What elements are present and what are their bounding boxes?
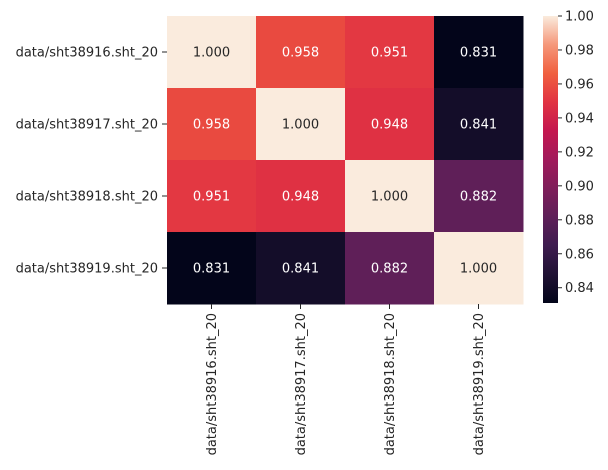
colorbar-tick-label: 0.92 — [565, 145, 594, 160]
colorbar-tick-label: 0.86 — [565, 247, 594, 262]
y-axis: data/sht38916.sht_20 data/sht38917.sht_20… — [16, 46, 167, 277]
heatmap-cell — [256, 88, 346, 161]
heatmap-cell — [434, 232, 524, 305]
colorbar-tick-label: 0.96 — [565, 77, 594, 92]
heatmap-cell — [256, 160, 346, 233]
colorbar-tick-label: 0.84 — [565, 281, 594, 296]
cell-value-label: 1.000 — [371, 190, 408, 205]
heatmap-cell — [167, 88, 257, 161]
cell-value-label: 0.841 — [460, 118, 497, 133]
heatmap-cell — [434, 160, 524, 233]
colorbar-tick-label: 0.98 — [565, 43, 594, 58]
cell-value-label: 1.000 — [282, 118, 319, 133]
cell-value-label: 0.882 — [460, 190, 497, 205]
x-tick-label: data/sht38916.sht_20 — [205, 313, 220, 455]
colorbar-gradient — [543, 16, 558, 303]
cell-value-label: 0.951 — [193, 190, 230, 205]
colorbar-tick-label: 1.00 — [565, 10, 594, 25]
colorbar-tick-label: 0.90 — [565, 179, 594, 194]
heatmap-cell — [434, 88, 524, 161]
heatmap-cell — [256, 16, 346, 89]
x-tick-label: data/sht38917.sht_20 — [294, 313, 309, 455]
cell-value-label: 1.000 — [460, 262, 497, 277]
y-tick-label: data/sht38918.sht_20 — [16, 190, 158, 205]
cell-value-label: 0.958 — [282, 46, 319, 61]
heatmap-cell — [434, 16, 524, 89]
cell-annotations: 1.000 0.958 0.951 0.831 0.958 1.000 0.948 0.841… — [193, 46, 497, 277]
colorbar-tick-label: 0.94 — [565, 111, 594, 126]
colorbar-tick-label: 0.88 — [565, 213, 594, 228]
y-tick-label: data/sht38917.sht_20 — [16, 118, 158, 133]
cell-value-label: 0.948 — [282, 190, 319, 205]
cell-value-label: 1.000 — [193, 46, 230, 61]
heatmap-cells — [167, 16, 524, 305]
cell-value-label: 0.831 — [460, 46, 497, 61]
heatmap-cell — [167, 16, 257, 89]
heatmap-cell — [167, 160, 257, 233]
heatmap-cell — [345, 232, 435, 305]
cell-value-label: 0.831 — [193, 262, 230, 277]
cell-value-label: 0.841 — [282, 262, 319, 277]
x-tick-label: data/sht38919.sht_20 — [472, 313, 487, 455]
cell-value-label: 0.948 — [371, 118, 408, 133]
colorbar: 0.84 0.86 0.88 0.90 0.92 0.94 0.96 0.98 1.00 — [543, 10, 594, 303]
cell-value-label: 0.958 — [193, 118, 230, 133]
y-tick-label: data/sht38919.sht_20 — [16, 262, 158, 277]
cell-value-label: 0.951 — [371, 46, 408, 61]
x-tick-label: data/sht38918.sht_20 — [383, 313, 398, 455]
cell-value-label: 0.882 — [371, 262, 408, 277]
heatmap-cell — [345, 16, 435, 89]
heatmap-cell — [345, 160, 435, 233]
heatmap-cell — [256, 232, 346, 305]
heatmap-cell — [345, 88, 435, 161]
y-tick-label: data/sht38916.sht_20 — [16, 46, 158, 61]
x-axis: data/sht38916.sht_20 data/sht38917.sht_20… — [205, 304, 487, 455]
heatmap-cell — [167, 232, 257, 305]
